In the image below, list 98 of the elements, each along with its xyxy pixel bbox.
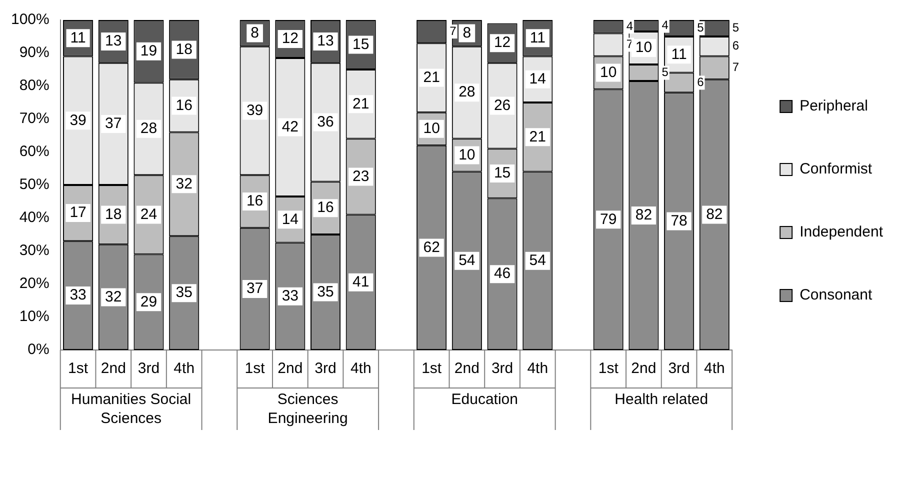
- data-label: 15: [494, 164, 511, 182]
- data-label: 4: [662, 18, 669, 32]
- data-label: 15: [352, 36, 370, 53]
- data-label: 35: [317, 283, 334, 300]
- legend-label: Conformist: [800, 160, 873, 178]
- data-label: 10: [458, 146, 476, 164]
- data-label: 14: [529, 70, 546, 88]
- data-label: 17: [70, 204, 86, 222]
- x-tick-label: 2nd: [100, 360, 126, 378]
- y-tick-label: 80%: [19, 77, 50, 94]
- data-label: 41: [352, 273, 370, 290]
- x-tick-label: 3rd: [138, 360, 160, 378]
- data-label: 28: [140, 120, 158, 138]
- data-label: 16: [317, 199, 334, 216]
- x-tick-label: 2nd: [454, 360, 480, 378]
- x-tick-label: 2nd: [631, 360, 656, 378]
- data-label: 16: [246, 192, 264, 210]
- data-label: 39: [246, 102, 264, 119]
- data-label: 12: [282, 30, 299, 48]
- data-label: 11: [70, 29, 86, 46]
- data-label: 62: [423, 238, 440, 256]
- data-label: 19: [140, 42, 158, 60]
- data-label: 18: [176, 40, 192, 58]
- data-label: 24: [140, 206, 158, 223]
- y-tick-label: 20%: [19, 275, 50, 292]
- data-label: 11: [530, 29, 546, 46]
- x-tick-label: 1st: [244, 360, 266, 378]
- x-tick-label: 3rd: [668, 360, 690, 378]
- data-label: 10: [600, 64, 617, 81]
- x-tick-label: 3rd: [314, 360, 336, 378]
- y-tick-label: 10%: [19, 308, 50, 326]
- data-label: 6: [697, 75, 704, 90]
- data-label: 33: [70, 286, 86, 304]
- x-tick-label: 1st: [422, 360, 442, 378]
- data-label: 14: [282, 210, 299, 228]
- y-tick-label: 90%: [19, 44, 50, 62]
- data-label: 39: [70, 112, 86, 129]
- text: Health related: [614, 391, 708, 408]
- data-label: 10: [423, 120, 440, 138]
- data-label: 21: [423, 68, 440, 86]
- data-label: 5: [732, 20, 740, 35]
- data-label: 54: [529, 252, 546, 270]
- data-label: 7: [732, 60, 740, 74]
- data-label: 4: [626, 18, 634, 33]
- data-label: 36: [317, 113, 334, 130]
- data-label: 11: [671, 46, 687, 63]
- data-label: 13: [105, 32, 122, 50]
- data-label: 26: [494, 96, 511, 114]
- data-label: 10: [635, 39, 652, 56]
- y-tick-label: 0%: [28, 341, 50, 358]
- data-label: 5: [662, 65, 669, 80]
- data-label: 82: [706, 206, 723, 223]
- data-label: 79: [600, 210, 617, 228]
- data-label: 8: [250, 24, 259, 42]
- x-tick-label: 1st: [598, 360, 620, 378]
- y-tick-label: 60%: [19, 143, 50, 160]
- y-tick-label: 70%: [19, 110, 50, 128]
- x-tick-label: 4th: [350, 360, 372, 378]
- legend-label: Independent: [800, 224, 884, 241]
- data-label: 32: [176, 175, 192, 192]
- legend-label: Peripheral: [800, 98, 868, 115]
- data-label: 78: [670, 212, 688, 230]
- data-label: 12: [494, 34, 511, 52]
- data-label: 21: [529, 128, 546, 146]
- x-tick-label: 2nd: [278, 360, 303, 378]
- data-label: 18: [105, 206, 122, 223]
- x-tick-label: 1st: [68, 360, 89, 378]
- data-label: 28: [458, 84, 476, 101]
- data-label: 54: [458, 252, 476, 270]
- text: Humanities Social Sciences: [71, 391, 192, 428]
- data-label: 5: [697, 20, 704, 35]
- x-tick-label: 4th: [174, 360, 195, 378]
- y-tick-label: 40%: [19, 209, 50, 226]
- legend-label: Consonant: [800, 286, 873, 304]
- y-tick-label: 50%: [19, 176, 50, 194]
- data-label: 42: [282, 118, 299, 136]
- x-tick-label: 4th: [704, 360, 725, 378]
- data-label: 6: [732, 38, 740, 53]
- y-tick-label: 100%: [10, 11, 50, 28]
- x-tick-label: 4th: [527, 360, 548, 378]
- data-label: 21: [352, 95, 370, 112]
- data-label: 82: [635, 206, 652, 224]
- y-tick-label: 30%: [19, 242, 50, 260]
- data-label: 29: [140, 293, 158, 310]
- data-label: 35: [176, 284, 192, 302]
- x-tick-label: 3rd: [491, 360, 514, 378]
- text: Education: [451, 391, 518, 408]
- data-label: 37: [105, 115, 122, 132]
- data-label: 16: [176, 96, 192, 114]
- data-label: 33: [282, 288, 299, 305]
- data-label: 13: [317, 32, 334, 50]
- text: Sciences Engineering: [268, 391, 348, 428]
- data-label: 32: [105, 288, 122, 306]
- data-label: 8: [462, 24, 472, 42]
- data-label: 46: [494, 265, 511, 282]
- data-label: 7: [450, 24, 457, 38]
- data-label: 37: [246, 280, 264, 298]
- data-label: 23: [352, 168, 370, 185]
